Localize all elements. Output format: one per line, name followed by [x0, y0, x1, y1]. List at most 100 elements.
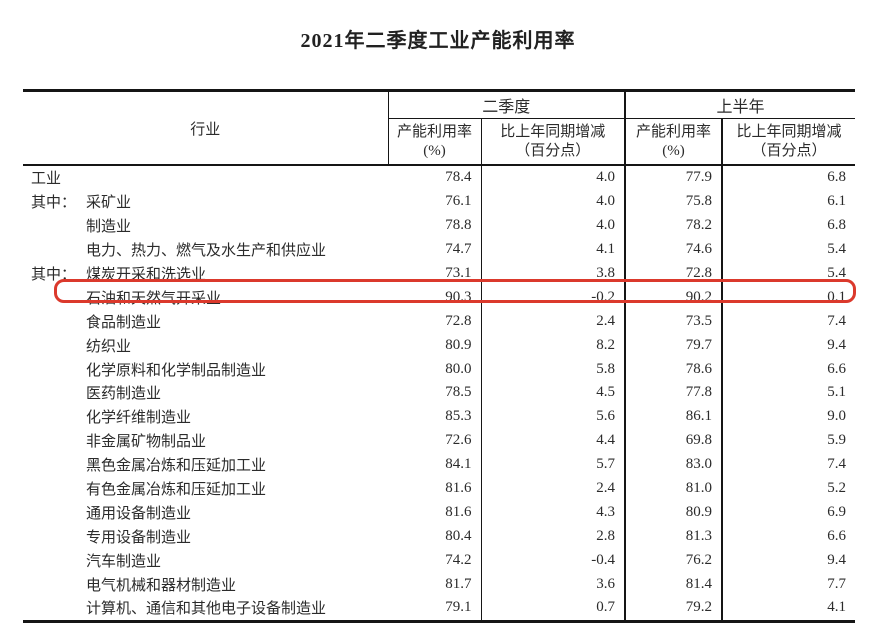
- table-row: 非金属矿物制品业 72.6 4.4 69.8 5.9: [23, 428, 855, 453]
- industry-name: 非金属矿物制品业: [86, 434, 207, 451]
- industry-name-cell: 通用设备制造业: [23, 500, 388, 524]
- h1-change-cell: 5.4: [827, 265, 847, 281]
- h1-change-cell: 5.4: [827, 241, 847, 258]
- table-row: 汽车制造业 74.2 -0.4 76.2 9.4: [23, 548, 855, 573]
- capacity-utilization-table: 行业 二季度 上半年 产能利用率 (%) 比上年同期增减 （百分点） 产能利用率…: [23, 89, 856, 623]
- h1-rate-cell: 81.0: [625, 476, 724, 501]
- group-header-row: 行业 二季度 上半年: [23, 90, 856, 166]
- q2-change-cell: 4.0: [481, 213, 627, 238]
- q2-change-cell: 2.4: [481, 476, 627, 501]
- h1-change-cell: 5.1: [827, 384, 847, 401]
- industry-name: 煤炭开采和洗选业: [86, 267, 207, 283]
- h1-rate-cell: 79.2: [625, 596, 724, 622]
- table-row: 制造业 78.8 4.0 78.2 6.8: [23, 213, 855, 238]
- table-row: 专用设备制造业 80.4 2.8 81.3 6.6: [23, 524, 855, 549]
- industry-name: 专用设备制造业: [86, 529, 192, 546]
- q2-change-cell: 2.8: [481, 524, 627, 549]
- h1-change-cell: 0.1: [827, 288, 847, 305]
- q2-change-cell: 4.4: [481, 428, 627, 453]
- industry-name-cell: 计算机、通信和其他电子设备制造业: [23, 596, 388, 621]
- industry-name-cell: 专用设备制造业: [23, 524, 388, 548]
- h1-rate-cell: 77.8: [625, 381, 724, 405]
- industry-name-cell: 化学纤维制造业: [23, 405, 388, 429]
- h1-rate-cell: 69.8: [625, 428, 724, 453]
- h1-rate-cell: 75.8: [625, 189, 724, 214]
- sub-header-row: 产能利用率 (%) 比上年同期增减 （百分点） 产能利用率 (%) 比上年同期增…: [23, 118, 856, 166]
- h1-rate-cell: 73.5: [625, 309, 724, 334]
- col-header-line1: 产能利用率: [396, 123, 472, 140]
- col-group-q2: 二季度: [388, 90, 627, 119]
- q2-rate-cell: 80.0: [388, 357, 482, 382]
- q2-rate-cell: 73.1: [388, 261, 482, 286]
- q2-change-cell: 5.7: [481, 452, 627, 477]
- q2-rate-cell: 74.7: [388, 237, 482, 262]
- q2-change-cell: 4.0: [481, 189, 627, 214]
- h1-rate-cell: 81.4: [625, 572, 724, 597]
- industry-name: 有色金属冶炼和压延加工业: [86, 482, 267, 499]
- h1-change-cell: 7.7: [827, 575, 847, 592]
- col-header-line1: 产能利用率: [636, 123, 712, 140]
- q2-change-cell: 8.2: [481, 333, 627, 358]
- col-header-industry: 行业: [23, 90, 389, 166]
- col-header-line2: （百分点）: [751, 142, 827, 159]
- page-title: 2021年二季度工业产能利用率: [300, 30, 576, 52]
- industry-name: 化学纤维制造业: [86, 410, 192, 427]
- industry-name-cell: 汽车制造业: [23, 548, 388, 572]
- q2-rate-cell: 72.6: [388, 428, 482, 453]
- q2-change-cell: 3.6: [481, 572, 627, 597]
- table-row: 化学原料和化学制品制造业 80.0 5.8 78.6 6.6: [23, 357, 855, 382]
- h1-change-cell: 9.0: [827, 408, 847, 425]
- h1-rate-cell: 72.8: [625, 261, 724, 286]
- industry-name-cell: 化学原料和化学制品制造业: [23, 357, 388, 381]
- industry-name-cell: 非金属矿物制品业: [23, 429, 388, 453]
- q2-change-cell: 0.7: [481, 596, 627, 622]
- industry-name: 制造业: [86, 219, 132, 236]
- q2-rate-cell: 79.1: [388, 596, 482, 622]
- q2-rate-cell: 76.1: [388, 189, 482, 214]
- h1-rate-cell: 80.9: [625, 500, 724, 525]
- industry-name: 采矿业: [86, 195, 132, 212]
- q2-rate-cell: 78.5: [388, 381, 482, 405]
- q2-rate-cell: 81.7: [388, 572, 482, 597]
- industry-name-cell: 电气机械和器材制造业: [23, 572, 388, 596]
- data-table: 行业 二季度 上半年 产能利用率 (%) 比上年同期增减 （百分点） 产能利用率…: [23, 89, 856, 623]
- industry-name-cell: 工业: [23, 165, 388, 190]
- h1-change-cell: 6.6: [827, 527, 847, 544]
- industry-name: 汽车制造业: [86, 553, 162, 570]
- h1-change-cell: 6.1: [827, 193, 847, 210]
- h1-change-cell: 5.9: [827, 432, 847, 449]
- industry-name: 通用设备制造业: [86, 505, 192, 522]
- col-header-q2-rate: 产能利用率 (%): [388, 118, 482, 166]
- industry-name: 食品制造业: [86, 314, 162, 331]
- h1-rate-cell: 77.9: [625, 165, 724, 190]
- industry-name-cell: 有色金属冶炼和压延加工业: [23, 477, 388, 501]
- industry-name: 电气机械和器材制造业: [86, 577, 237, 594]
- q2-change-cell: 5.6: [481, 404, 627, 429]
- q2-rate-cell: 80.4: [388, 524, 482, 549]
- table-row: 工业 78.4 4.0 77.9 6.8: [23, 165, 855, 190]
- industry-name: 化学原料和化学制品制造业: [86, 362, 267, 379]
- h1-rate-cell: 90.2: [625, 285, 724, 310]
- q2-rate-cell: 80.9: [388, 333, 482, 358]
- h1-rate-cell: 81.3: [625, 524, 724, 549]
- q2-rate-cell: 90.3: [388, 285, 482, 310]
- q2-change-cell: 4.5: [481, 381, 627, 405]
- q2-change-cell: -0.2: [481, 285, 627, 310]
- h1-change-cell: 7.4: [827, 456, 847, 473]
- industry-name: 纺织业: [86, 338, 132, 355]
- q2-change-cell: -0.4: [481, 548, 627, 573]
- table-row: 通用设备制造业 81.6 4.3 80.9 6.9: [23, 500, 855, 525]
- h1-change-cell: 7.4: [827, 312, 847, 329]
- q2-change-cell: 2.4: [481, 309, 627, 334]
- h1-rate-cell: 78.6: [625, 357, 724, 382]
- col-header-h1-change: 比上年同期增减 （百分点）: [722, 118, 856, 166]
- q2-rate-cell: 74.2: [388, 548, 482, 573]
- h1-rate-cell: 74.6: [625, 237, 724, 262]
- h1-change-cell: 5.2: [827, 480, 847, 497]
- table-body: 工业 78.4 4.0 77.9 6.8 其中： 采矿业 76.1 4.0 75.8 6.1 制造业 7…: [23, 165, 855, 622]
- row-group-prefix: 其中：: [31, 267, 77, 283]
- industry-name-cell: 其中： 采矿业: [23, 190, 388, 214]
- q2-change-cell: 4.0: [481, 165, 627, 190]
- h1-rate-cell: 86.1: [625, 404, 724, 429]
- table-row: 其中： 采矿业 76.1 4.0 75.8 6.1: [23, 189, 855, 214]
